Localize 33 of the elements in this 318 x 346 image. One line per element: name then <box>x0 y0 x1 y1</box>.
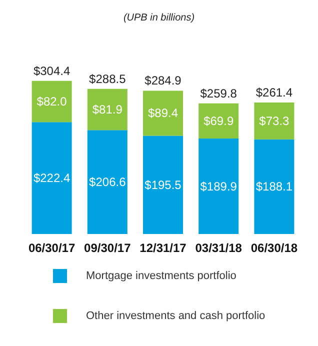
data-label: $82.0 <box>36 94 68 109</box>
data-label: $73.3 <box>259 114 290 128</box>
data-label: $195.5 <box>144 178 182 192</box>
bar <box>87 88 128 130</box>
bar <box>198 138 239 234</box>
total-label: $304.4 <box>33 64 70 78</box>
bar <box>143 136 183 234</box>
bar <box>143 90 183 136</box>
bar <box>32 80 72 122</box>
chart-title: (UPB in billions) <box>123 12 195 24</box>
total-label: $284.9 <box>144 74 182 88</box>
x-tick-label: 03/31/18 <box>195 241 242 255</box>
data-label: $188.1 <box>256 180 293 194</box>
legend-label: Other investments and cash portfolio <box>86 310 266 322</box>
x-tick-label: 06/30/17 <box>28 241 76 255</box>
data-label: $206.6 <box>89 175 126 190</box>
total-label: $288.5 <box>89 72 126 86</box>
total-label: $261.4 <box>256 86 293 100</box>
x-tick-label: 12/31/17 <box>140 241 187 255</box>
bar <box>32 122 72 234</box>
total-label: $259.8 <box>200 86 238 100</box>
bar <box>254 139 294 234</box>
bar <box>198 103 239 139</box>
data-label: $89.4 <box>148 106 178 120</box>
bar <box>87 130 128 234</box>
data-label: $69.9 <box>204 114 234 128</box>
data-label: $189.9 <box>200 179 238 194</box>
bar <box>254 102 294 140</box>
legend-label: Mortgage investments portfolio <box>86 270 236 282</box>
data-label: $222.4 <box>33 171 70 186</box>
x-tick-label: 09/30/17 <box>84 241 132 255</box>
x-tick-label: 06/30/18 <box>250 241 298 255</box>
data-label: $81.9 <box>92 102 123 117</box>
